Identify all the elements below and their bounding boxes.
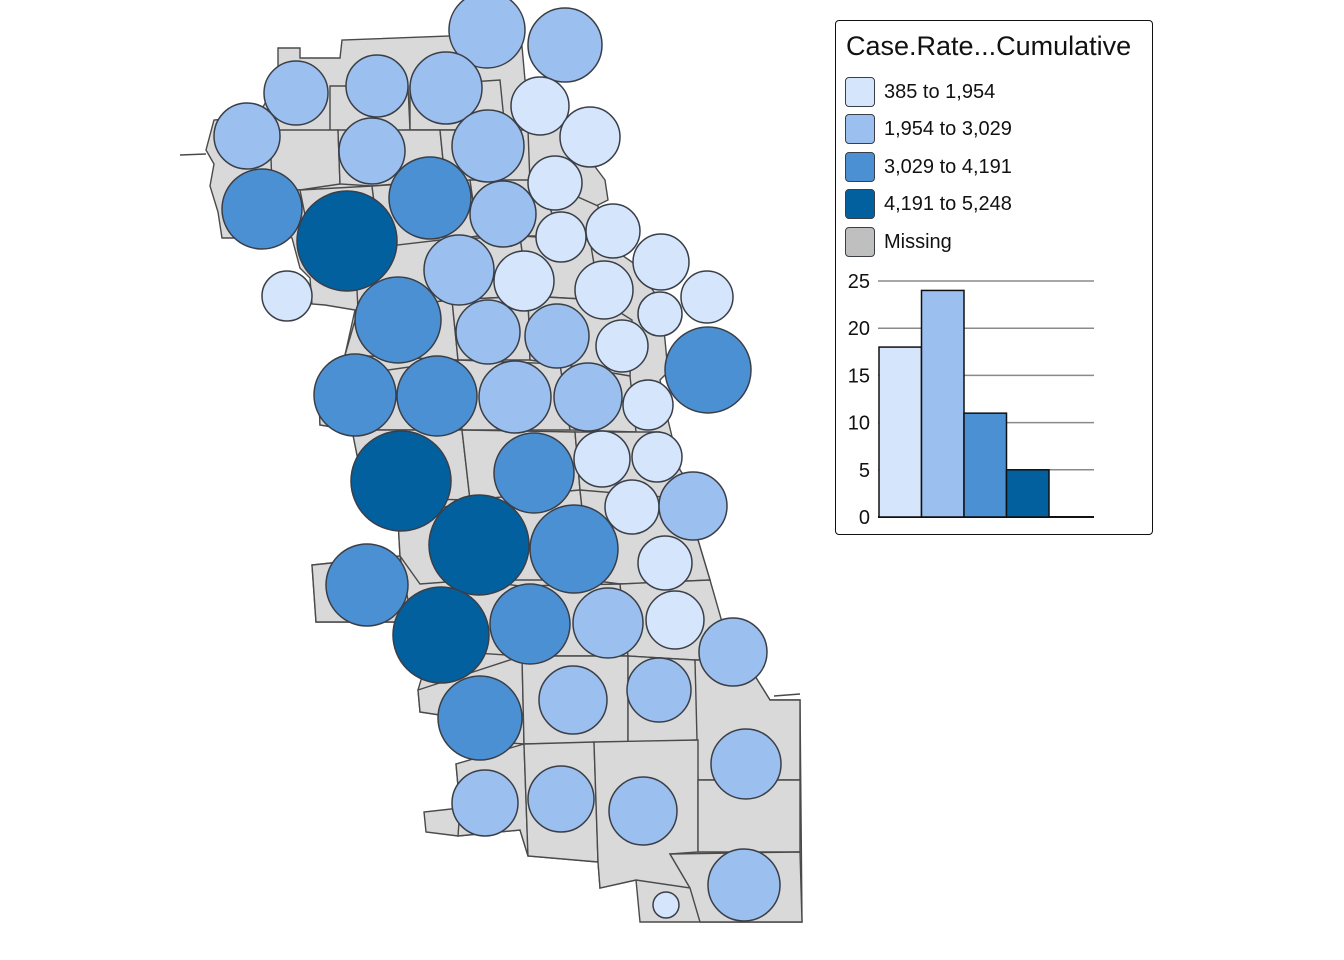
bubble-9 <box>451 109 525 183</box>
bubble-44 <box>325 543 409 627</box>
bubble-45 <box>392 586 490 684</box>
bubble-41 <box>428 494 530 596</box>
y-tick-label-10: 10 <box>848 413 870 435</box>
bubble-23 <box>637 291 683 337</box>
bubble-26 <box>455 299 521 365</box>
bubble-42 <box>529 504 619 594</box>
bubble-32 <box>478 360 552 434</box>
legend-swatch-3 <box>845 152 875 182</box>
bubble-36 <box>493 432 575 514</box>
bubble-8 <box>338 117 406 185</box>
bubble-43 <box>637 535 693 591</box>
bubble-52 <box>626 657 692 723</box>
bubble-22 <box>680 270 734 324</box>
bubble-30 <box>313 353 397 437</box>
legend-label-3: 3,029 to 4,191 <box>884 155 1012 178</box>
bubble-24 <box>261 270 313 322</box>
bubble-12 <box>221 168 303 250</box>
bubble-15 <box>469 180 537 248</box>
histogram-bar-4 <box>1005 469 1050 518</box>
bubble-16 <box>535 211 587 263</box>
bubble-7 <box>213 102 281 170</box>
bubble-14 <box>296 190 398 292</box>
legend-item-2: 1,954 to 3,029 <box>845 114 1012 144</box>
bubble-56 <box>608 776 678 846</box>
y-tick-label-5: 5 <box>859 460 870 482</box>
histogram-bar-3 <box>963 412 1008 518</box>
bubble-18 <box>632 233 690 291</box>
y-tick-label-25: 25 <box>848 271 870 293</box>
boundary-stub-west <box>179 153 207 156</box>
bubble-19 <box>423 234 495 306</box>
y-tick-label-15: 15 <box>848 365 870 387</box>
bubble-46 <box>489 583 571 665</box>
legend-item-4: 4,191 to 5,248 <box>845 189 1012 219</box>
bubble-40 <box>658 471 728 541</box>
legend-label-1: 385 to 1,954 <box>884 80 996 103</box>
legend-label-4: 4,191 to 5,248 <box>884 192 1012 215</box>
bubble-54 <box>451 769 519 837</box>
bubble-27 <box>524 303 590 369</box>
bubble-53 <box>710 728 782 800</box>
bubble-31 <box>396 355 478 437</box>
bubble-48 <box>645 590 705 650</box>
legend-swatch-4 <box>845 189 875 219</box>
bubble-10 <box>559 106 621 168</box>
bubble-39 <box>604 479 660 535</box>
chicago-map <box>179 0 803 923</box>
histogram-bars <box>878 289 1050 518</box>
bubble-1 <box>448 0 526 69</box>
bubble-33 <box>553 362 623 432</box>
legend-item-1: 385 to 1,954 <box>845 77 995 107</box>
legend-histogram: 0 5 10 15 20 25 <box>848 271 1094 529</box>
bubble-57 <box>707 848 781 922</box>
bubble-50 <box>437 675 523 761</box>
bubble-28 <box>595 319 649 373</box>
bubble-2 <box>527 7 603 83</box>
y-tick-label-20: 20 <box>848 318 870 340</box>
bubble-34 <box>622 379 674 431</box>
legend-item-5: Missing <box>845 227 952 257</box>
bubble-5 <box>409 51 483 125</box>
legend-label-2: 1,954 to 3,029 <box>884 117 1012 140</box>
boundary-stub-east <box>773 693 801 697</box>
bubble-13 <box>388 156 472 240</box>
bubble-55 <box>527 765 595 833</box>
bubble-6 <box>510 76 570 136</box>
bubble-35 <box>350 430 452 532</box>
bubble-11 <box>527 155 583 211</box>
bubble-29 <box>664 326 752 414</box>
bubble-51 <box>538 665 608 735</box>
histogram-y-ticks: 0 5 10 15 20 25 <box>848 271 870 529</box>
bubble-38 <box>631 431 683 483</box>
legend-swatch-1 <box>845 77 875 107</box>
bubble-20 <box>493 250 555 312</box>
bubble-58 <box>652 891 680 919</box>
bubble-4 <box>345 54 409 118</box>
histogram-bar-1 <box>878 346 923 518</box>
bubble-17 <box>585 203 641 259</box>
y-tick-label-0: 0 <box>859 507 870 529</box>
bubble-49 <box>698 617 768 687</box>
bubble-25 <box>354 276 442 364</box>
legend-item-3: 3,029 to 4,191 <box>845 152 1012 182</box>
case-rate-bubbles <box>213 0 782 922</box>
histogram-bar-2 <box>920 289 965 518</box>
bubble-3 <box>263 60 329 126</box>
legend: Case.Rate...Cumulative 385 to 1,954 1,95… <box>835 20 1153 535</box>
legend-swatch-2 <box>845 114 875 144</box>
legend-title: Case.Rate...Cumulative <box>846 31 1132 61</box>
bubble-47 <box>572 587 644 659</box>
bubble-21 <box>574 260 634 320</box>
legend-swatch-5 <box>845 227 875 257</box>
bubble-37 <box>573 430 631 488</box>
legend-label-5: Missing <box>884 230 952 253</box>
